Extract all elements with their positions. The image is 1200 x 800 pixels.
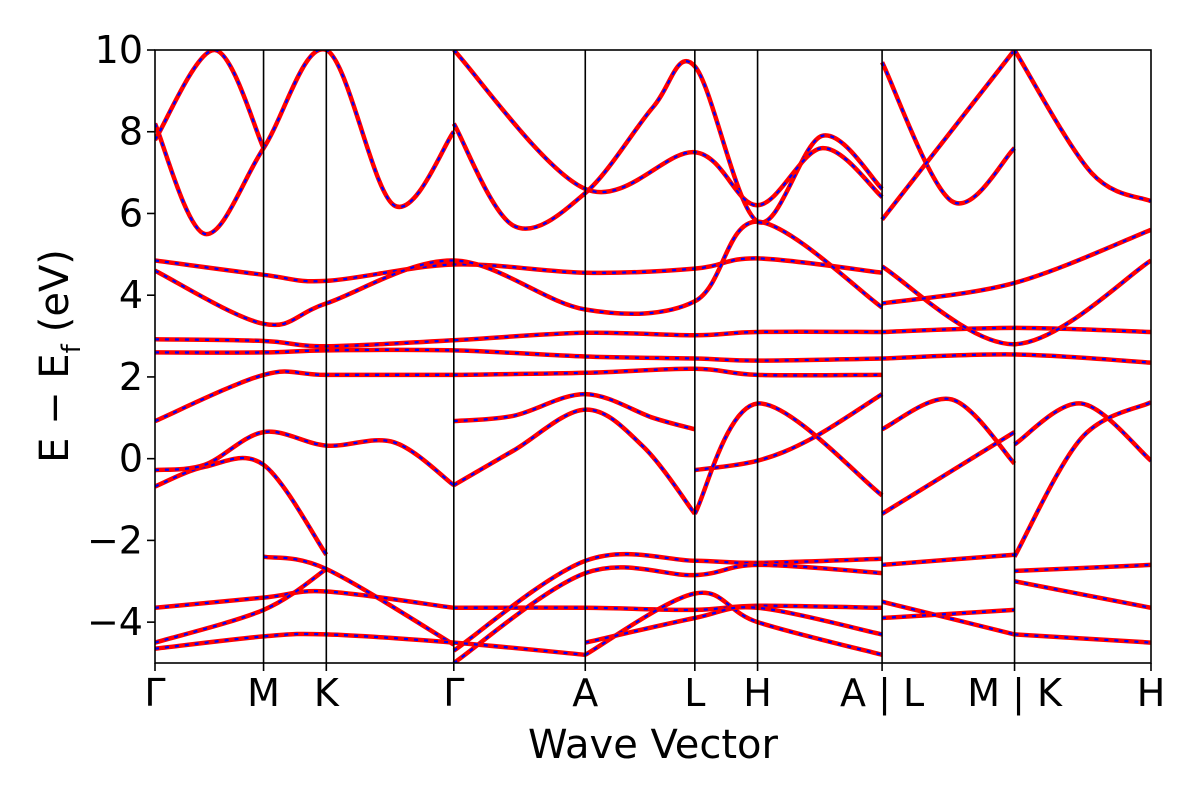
band-line-red bbox=[880, 50, 1017, 221]
x-tick-label: K bbox=[314, 671, 340, 715]
band-line-blue bbox=[585, 606, 883, 644]
y-tick-label: 0 bbox=[119, 437, 143, 481]
band-line-blue bbox=[881, 228, 1151, 305]
y-axis-title: E − Ef (eV) bbox=[32, 249, 87, 463]
band-line-blue bbox=[453, 552, 883, 652]
x-axis-title: Wave Vector bbox=[528, 722, 779, 768]
band-line-red bbox=[584, 590, 883, 657]
y-tick-label: 2 bbox=[119, 355, 143, 399]
y-axis-title-unit: (eV) bbox=[32, 249, 78, 332]
x-tick-label: A bbox=[572, 671, 598, 715]
band-line-blue bbox=[453, 563, 883, 663]
band-line-blue bbox=[1013, 401, 1151, 558]
y-tick-label: −2 bbox=[87, 518, 143, 562]
band-line-blue bbox=[155, 430, 455, 487]
band-line-blue bbox=[155, 456, 328, 556]
y-tick-label: 6 bbox=[119, 191, 143, 235]
band-line-blue bbox=[453, 392, 696, 431]
band-line-blue bbox=[452, 60, 883, 230]
x-tick-label: Γ bbox=[144, 671, 165, 715]
band-line-red bbox=[881, 396, 1017, 466]
y-axis-title-main: E − E bbox=[32, 353, 78, 463]
band-line-blue bbox=[881, 431, 1016, 515]
y-tick-label: 8 bbox=[119, 110, 143, 154]
band-line-blue bbox=[694, 393, 883, 472]
band-line-blue bbox=[882, 608, 1015, 620]
x-tick-label: M | K bbox=[967, 671, 1063, 716]
y-tick-label: −4 bbox=[87, 600, 143, 644]
plot-frame bbox=[154, 49, 1152, 664]
y-axis-title-subscript: f bbox=[57, 343, 87, 353]
band-line-red bbox=[1013, 401, 1151, 463]
band-line-blue bbox=[263, 555, 455, 646]
band-line-blue bbox=[1014, 563, 1151, 573]
band-line-blue bbox=[155, 370, 454, 423]
band-line-blue bbox=[155, 632, 586, 656]
band-line-blue bbox=[452, 50, 883, 207]
x-tick-label: M bbox=[247, 671, 280, 715]
band-line-blue bbox=[882, 553, 1015, 566]
band-line-blue bbox=[1014, 580, 1151, 609]
y-tick-label: 4 bbox=[119, 273, 143, 317]
y-axis-ticks: −4 −2 0 2 4 6 8 10 bbox=[87, 28, 155, 644]
y-tick-label: 10 bbox=[95, 28, 143, 72]
x-tick-label: L bbox=[684, 671, 705, 715]
x-tick-label: A | L bbox=[840, 671, 924, 716]
band-line-red bbox=[880, 61, 1017, 206]
band-line-red bbox=[155, 50, 456, 237]
kpoint-lines bbox=[262, 50, 1016, 663]
band-line-blue bbox=[1014, 633, 1151, 644]
x-tick-label: H bbox=[1137, 671, 1166, 715]
band-line-blue bbox=[881, 600, 1015, 636]
x-tick-label: H bbox=[743, 671, 772, 715]
band-line-red bbox=[1012, 50, 1151, 204]
x-tick-label: Γ bbox=[443, 671, 464, 715]
band-line-blue bbox=[155, 50, 265, 149]
